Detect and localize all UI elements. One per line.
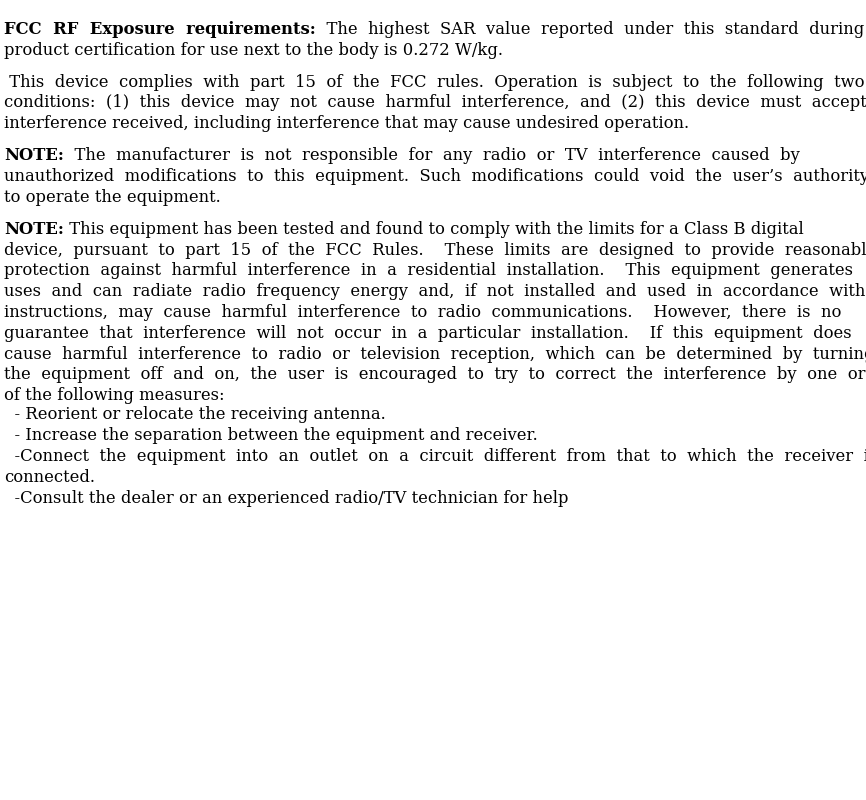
- Text: product certification for use next to the body is 0.272 W/kg.: product certification for use next to th…: [4, 42, 503, 58]
- Text: -Consult the dealer or an experienced radio/TV technician for help: -Consult the dealer or an experienced ra…: [4, 490, 569, 506]
- Text: guarantee  that  interference  will  not  occur  in  a  particular  installation: guarantee that interference will not occ…: [4, 325, 852, 342]
- Text: of the following measures:: of the following measures:: [4, 387, 225, 404]
- Text: interference received, including interference that may cause undesired operation: interference received, including interfe…: [4, 115, 689, 132]
- Text: cause  harmful  interference  to  radio  or  television  reception,  which  can : cause harmful interference to radio or t…: [4, 346, 866, 362]
- Text: This  device  complies  with  part  15  of  the  FCC  rules.  Operation  is  sub: This device complies with part 15 of the…: [4, 74, 865, 90]
- Text: - Reorient or relocate the receiving antenna.: - Reorient or relocate the receiving ant…: [4, 406, 386, 423]
- Text: The  highest  SAR  value  reported  under  this  standard  during: The highest SAR value reported under thi…: [316, 21, 864, 38]
- Text: uses  and  can  radiate  radio  frequency  energy  and,  if  not  installed  and: uses and can radiate radio frequency ene…: [4, 283, 866, 300]
- Text: protection  against  harmful  interference  in  a  residential  installation.   : protection against harmful interference …: [4, 262, 853, 279]
- Text: connected.: connected.: [4, 469, 95, 486]
- Text: This equipment has been tested and found to comply with the limits for a Class B: This equipment has been tested and found…: [64, 221, 804, 238]
- Text: to operate the equipment.: to operate the equipment.: [4, 189, 221, 206]
- Text: the  equipment  off  and  on,  the  user  is  encouraged  to  try  to  correct  : the equipment off and on, the user is en…: [4, 366, 866, 383]
- Text: device,  pursuant  to  part  15  of  the  FCC  Rules.    These  limits  are  des: device, pursuant to part 15 of the FCC R…: [4, 242, 866, 258]
- Text: NOTE:: NOTE:: [4, 147, 64, 164]
- Text: FCC  RF  Exposure  requirements:: FCC RF Exposure requirements:: [4, 21, 316, 38]
- Text: -Connect  the  equipment  into  an  outlet  on  a  circuit  different  from  tha: -Connect the equipment into an outlet on…: [4, 448, 866, 465]
- Text: instructions,  may  cause  harmful  interference  to  radio  communications.    : instructions, may cause harmful interfer…: [4, 304, 842, 321]
- Text: unauthorized  modifications  to  this  equipment.  Such  modifications  could  v: unauthorized modifications to this equip…: [4, 168, 866, 185]
- Text: conditions:  (1)  this  device  may  not  cause  harmful  interference,  and  (2: conditions: (1) this device may not caus…: [4, 94, 866, 111]
- Text: - Increase the separation between the equipment and receiver.: - Increase the separation between the eq…: [4, 427, 538, 444]
- Text: The  manufacturer  is  not  responsible  for  any  radio  or  TV  interference  : The manufacturer is not responsible for …: [64, 147, 800, 164]
- Text: NOTE:: NOTE:: [4, 221, 64, 238]
